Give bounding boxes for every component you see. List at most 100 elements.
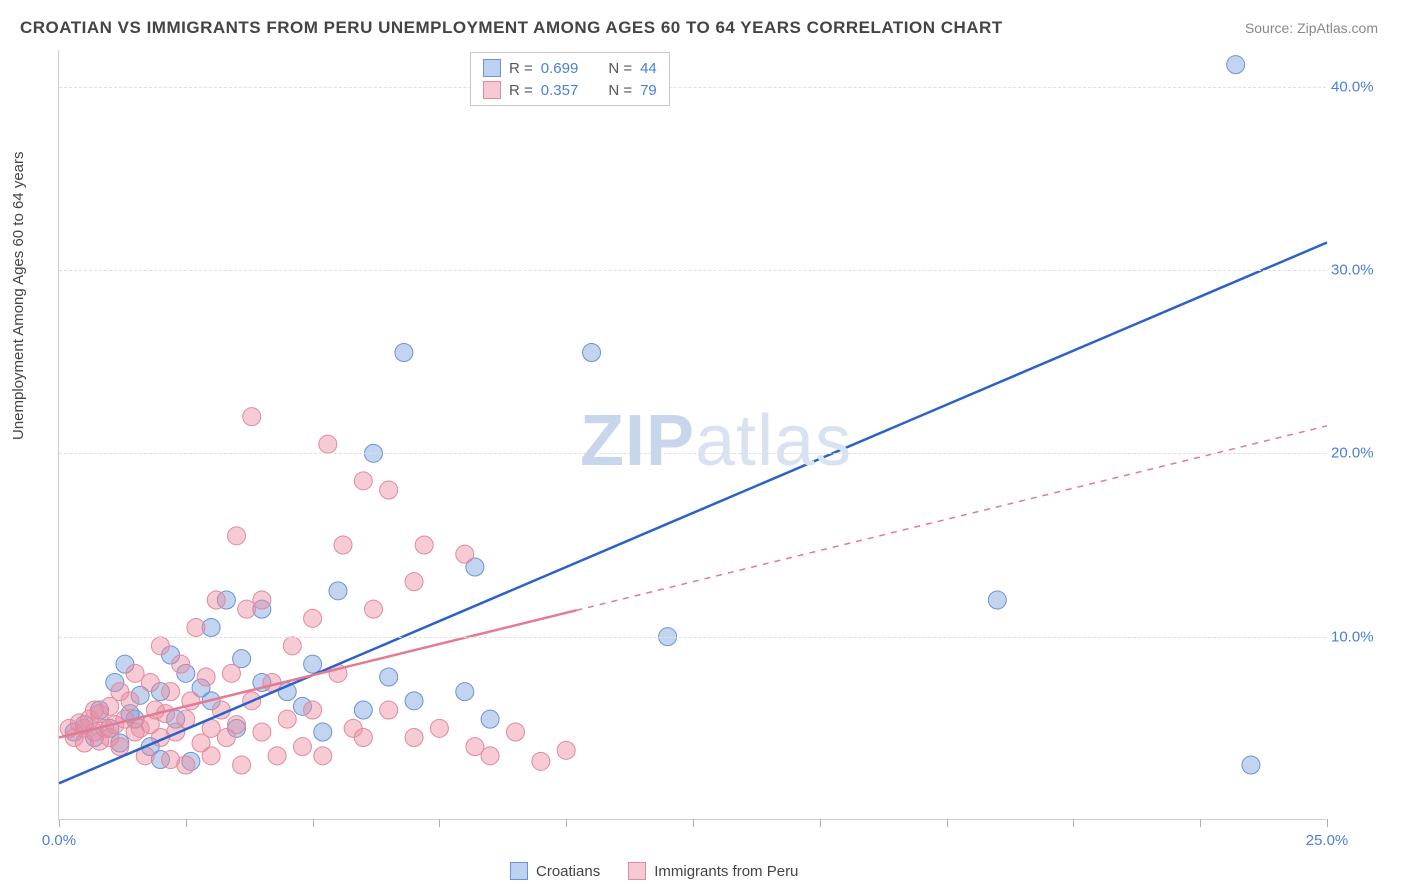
scatter-point (456, 683, 474, 701)
scatter-point (228, 527, 246, 545)
scatter-point (253, 723, 271, 741)
scatter-point (354, 701, 372, 719)
scatter-point (253, 591, 271, 609)
scatter-point (395, 344, 413, 362)
legend-label: Immigrants from Peru (654, 863, 798, 880)
legend-swatch (483, 81, 501, 99)
legend-swatch (628, 862, 646, 880)
scatter-point (481, 710, 499, 728)
stat-r-label: R = (509, 82, 533, 99)
stat-n-label: N = (608, 60, 632, 77)
page-title: CROATIAN VS IMMIGRANTS FROM PERU UNEMPLO… (20, 18, 1003, 38)
x-tick-label: 25.0% (1306, 832, 1349, 849)
scatter-point (207, 591, 225, 609)
scatter-point (354, 729, 372, 747)
gridline (59, 453, 1326, 454)
x-tick (1073, 819, 1074, 827)
x-tick (186, 819, 187, 827)
legend-item: Immigrants from Peru (628, 862, 798, 880)
scatter-point (202, 747, 220, 765)
gridline (59, 87, 1326, 88)
source-label: Source: ZipAtlas.com (1245, 20, 1378, 36)
scatter-point (172, 655, 190, 673)
scatter-point (187, 619, 205, 637)
x-tick (439, 819, 440, 827)
y-axis-label: Unemployment Among Ages 60 to 64 years (10, 151, 27, 440)
scatter-point (380, 701, 398, 719)
scatter-point (233, 756, 251, 774)
legend-stat-row: R = 0.357 N = 79 (483, 79, 657, 101)
scatter-point (456, 545, 474, 563)
y-tick-label: 30.0% (1331, 262, 1386, 279)
stat-r-label: R = (509, 60, 533, 77)
scatter-point (162, 683, 180, 701)
scatter-point (304, 609, 322, 627)
gridline (59, 270, 1326, 271)
scatter-point (141, 674, 159, 692)
scatter-point (283, 637, 301, 655)
legend-series: Croatians Immigrants from Peru (510, 862, 798, 880)
scatter-point (228, 716, 246, 734)
x-tick (59, 819, 60, 827)
x-tick (820, 819, 821, 827)
scatter-point (405, 729, 423, 747)
gridline (59, 637, 1326, 638)
scatter-point (314, 747, 332, 765)
scatter-point (354, 472, 372, 490)
scatter-point (405, 573, 423, 591)
scatter-point (380, 481, 398, 499)
y-tick-label: 10.0% (1331, 628, 1386, 645)
scatter-point (304, 655, 322, 673)
legend-item: Croatians (510, 862, 600, 880)
scatter-point (319, 435, 337, 453)
scatter-point (415, 536, 433, 554)
scatter-point (278, 710, 296, 728)
legend-stats: R = 0.699 N = 44 R = 0.357 N = 79 (470, 52, 670, 106)
scatter-point (329, 582, 347, 600)
x-tick (1200, 819, 1201, 827)
x-tick (947, 819, 948, 827)
x-tick (693, 819, 694, 827)
scatter-point (314, 723, 332, 741)
scatter-point (532, 752, 550, 770)
scatter-point (583, 344, 601, 362)
scatter-point (430, 719, 448, 737)
scatter-point (405, 692, 423, 710)
scatter-point (268, 747, 286, 765)
legend-stat-row: R = 0.699 N = 44 (483, 57, 657, 79)
y-tick-label: 40.0% (1331, 78, 1386, 95)
stat-n-value: 44 (640, 60, 657, 77)
x-tick-label: 0.0% (42, 832, 76, 849)
scatter-point (1227, 56, 1245, 74)
scatter-point (380, 668, 398, 686)
stat-n-label: N = (608, 82, 632, 99)
scatter-point (557, 741, 575, 759)
scatter-point (177, 756, 195, 774)
scatter-point (364, 600, 382, 618)
scatter-point (506, 723, 524, 741)
scatter-point (121, 692, 139, 710)
y-tick-label: 20.0% (1331, 445, 1386, 462)
scatter-point (222, 664, 240, 682)
legend-swatch (510, 862, 528, 880)
scatter-point (111, 738, 129, 756)
trend-line (59, 243, 1327, 784)
scatter-point (334, 536, 352, 554)
chart-svg (59, 50, 1326, 819)
scatter-point (243, 408, 261, 426)
x-tick (313, 819, 314, 827)
plot-area: 10.0%20.0%30.0%40.0%0.0%25.0% (58, 50, 1326, 820)
scatter-point (988, 591, 1006, 609)
scatter-point (293, 738, 311, 756)
scatter-point (481, 747, 499, 765)
scatter-point (197, 668, 215, 686)
stat-r-value: 0.357 (541, 82, 579, 99)
legend-label: Croatians (536, 863, 600, 880)
legend-swatch (483, 59, 501, 77)
scatter-point (1242, 756, 1260, 774)
scatter-point (151, 637, 169, 655)
stat-r-value: 0.699 (541, 60, 579, 77)
x-tick (566, 819, 567, 827)
stat-n-value: 79 (640, 82, 657, 99)
scatter-point (304, 701, 322, 719)
